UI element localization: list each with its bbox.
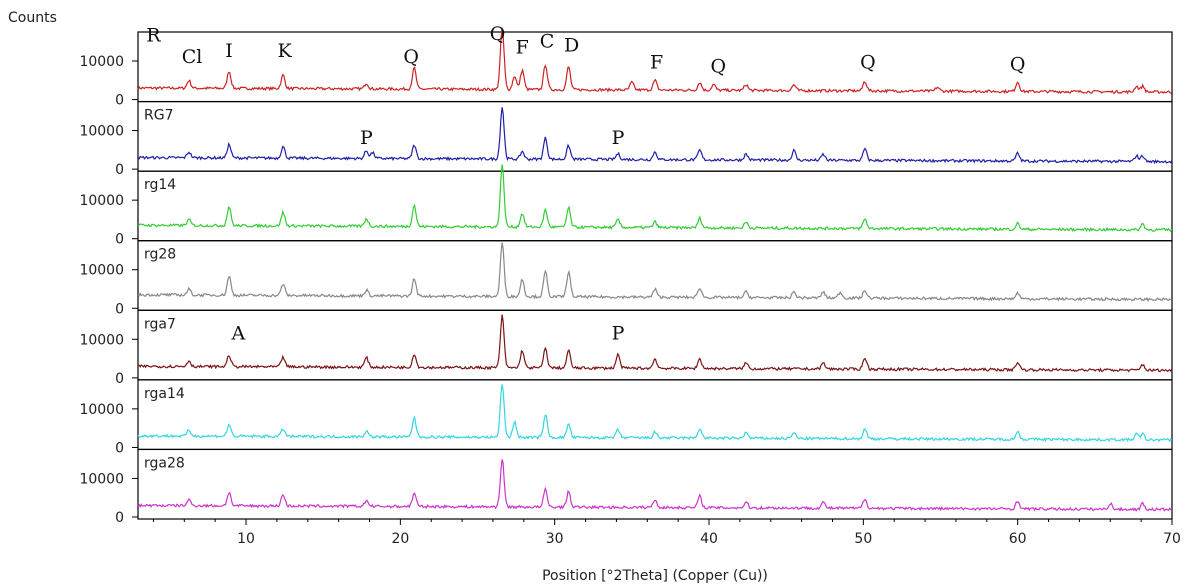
peak-label: P bbox=[360, 127, 373, 149]
y-tick-label: 10000 bbox=[79, 332, 124, 348]
peak-label: I bbox=[225, 40, 233, 62]
y-tick-label: 10000 bbox=[79, 471, 124, 487]
peak-label: Q bbox=[860, 52, 876, 74]
y-tick-label: 10000 bbox=[79, 124, 124, 140]
panel-frame bbox=[137, 309, 1173, 381]
series-label-rga28: rga28 bbox=[144, 455, 185, 471]
series-line-r bbox=[137, 27, 1172, 95]
panel-frame bbox=[137, 448, 1173, 520]
series-label-rg7: RG7 bbox=[144, 108, 173, 124]
panel-frame bbox=[137, 379, 1173, 451]
y-tick-label: 0 bbox=[115, 301, 124, 317]
x-tick-label: 50 bbox=[854, 531, 872, 547]
series-line-rga28 bbox=[137, 459, 1172, 512]
panel-frame bbox=[137, 170, 1173, 242]
panel-frame bbox=[137, 240, 1173, 311]
y-tick-label: 10000 bbox=[79, 193, 124, 209]
y-tick-label: 0 bbox=[115, 371, 124, 387]
peak-label: D bbox=[564, 34, 579, 56]
peak-label: P bbox=[612, 127, 625, 149]
series-label-rga14: rga14 bbox=[144, 386, 185, 402]
series-label-rg28: rg28 bbox=[144, 247, 176, 263]
x-axis-title: Position [°2Theta] (Copper (Cu)) bbox=[542, 568, 768, 584]
series-label-rg14: rg14 bbox=[144, 177, 176, 193]
y-tick-label: 0 bbox=[115, 510, 124, 526]
y-tick-label: 0 bbox=[115, 93, 124, 109]
panel-frame bbox=[137, 100, 1173, 172]
peak-label: C bbox=[540, 31, 555, 53]
peak-label: Q bbox=[710, 56, 726, 78]
series-line-rg14 bbox=[137, 164, 1173, 233]
x-tick-label: 20 bbox=[391, 531, 409, 547]
series-line-rga14 bbox=[137, 384, 1173, 443]
peak-label: Q bbox=[1010, 54, 1026, 76]
peak-label: R bbox=[146, 25, 161, 47]
peak-label: Cl bbox=[182, 46, 203, 68]
y-tick-label: 10000 bbox=[79, 54, 124, 70]
y-tick-label: 10000 bbox=[79, 402, 124, 418]
peak-label: Q bbox=[403, 46, 419, 68]
series-line-rg7 bbox=[137, 107, 1173, 165]
y-axis-title: Counts bbox=[8, 10, 57, 26]
peak-label: F bbox=[516, 36, 529, 58]
x-tick-label: 60 bbox=[1009, 531, 1027, 547]
x-tick-label: 10 bbox=[237, 531, 255, 547]
x-tick-label: 70 bbox=[1163, 531, 1181, 547]
peak-label: F bbox=[650, 52, 663, 74]
series-label-rga7: rga7 bbox=[144, 316, 176, 332]
y-tick-label: 0 bbox=[115, 440, 124, 456]
peak-label: Q bbox=[490, 23, 506, 45]
series-line-rg28 bbox=[137, 242, 1172, 303]
x-tick-label: 30 bbox=[546, 531, 564, 547]
peak-label: P bbox=[612, 322, 625, 344]
y-tick-label: 10000 bbox=[79, 263, 124, 279]
y-tick-label: 0 bbox=[115, 162, 124, 178]
peak-label: K bbox=[278, 40, 293, 62]
peak-label: A bbox=[230, 322, 245, 344]
x-tick-label: 40 bbox=[700, 531, 718, 547]
y-tick-label: 0 bbox=[115, 232, 124, 248]
series-line-rga7 bbox=[137, 314, 1173, 373]
